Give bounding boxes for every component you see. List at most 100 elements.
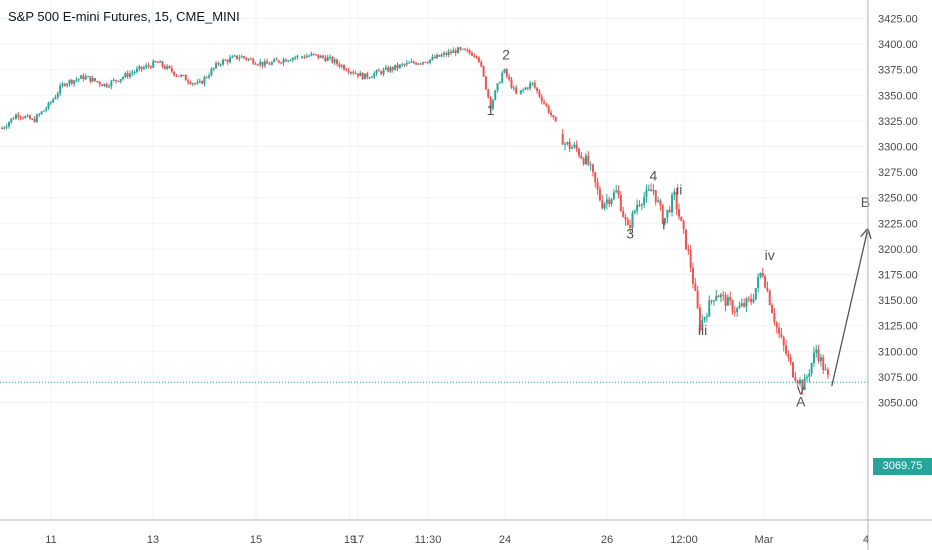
candle-body <box>736 308 739 313</box>
candle-body <box>33 118 36 122</box>
candle-body <box>240 56 243 58</box>
candle-body <box>252 58 255 64</box>
candle-body <box>45 108 48 111</box>
candle-body <box>189 82 192 84</box>
candle-body <box>447 51 450 55</box>
candle-body <box>277 60 280 63</box>
candle-body <box>503 69 506 73</box>
candle-body <box>429 59 432 63</box>
candle-body <box>124 73 127 78</box>
candle-body <box>56 93 59 98</box>
candle-body <box>524 87 527 90</box>
candle-body <box>396 64 399 69</box>
candle-body <box>145 65 148 68</box>
y-tick-label: 3325.00 <box>878 116 918 128</box>
y-tick-label: 3175.00 <box>878 270 918 282</box>
candle-body <box>645 189 648 198</box>
candle-body <box>545 103 548 107</box>
candle-body <box>154 61 157 63</box>
candle-body <box>84 76 87 80</box>
candle-body <box>249 58 252 60</box>
candle-body <box>624 216 627 220</box>
candle-body <box>212 67 215 70</box>
candle-body <box>159 61 162 63</box>
candle-body <box>303 56 306 58</box>
candle-body <box>194 83 197 85</box>
candle-body <box>347 70 350 73</box>
candle-body <box>222 59 225 65</box>
candle-body <box>317 54 320 58</box>
candle-body <box>445 53 448 55</box>
candle-body <box>792 362 795 377</box>
candle-body <box>38 114 41 116</box>
candle-body <box>75 79 78 81</box>
candle-body <box>596 182 599 190</box>
candle-body <box>391 67 394 70</box>
candle-body <box>822 357 825 371</box>
last-price-tag: 3069.75 <box>873 458 932 475</box>
candle-body <box>487 89 490 97</box>
candle-body <box>431 56 434 60</box>
wave-label: 3 <box>626 226 634 242</box>
x-tick-label: 11:30 <box>415 534 442 546</box>
candle-body <box>156 62 159 64</box>
candle-body <box>712 300 715 302</box>
candle-body <box>101 84 104 86</box>
candle-body <box>566 142 569 144</box>
candle-body <box>459 47 462 50</box>
candle-body <box>529 83 532 89</box>
candle-body <box>94 78 97 82</box>
candle-body <box>140 66 143 70</box>
x-tick-label: 15 <box>250 534 262 546</box>
candle-body <box>415 63 418 65</box>
candle-body <box>49 102 52 104</box>
candle-body <box>701 320 704 331</box>
candle-body <box>519 90 522 94</box>
candle-body <box>382 69 385 74</box>
candle-body <box>377 70 380 72</box>
candle-body <box>657 200 660 202</box>
candle-body <box>138 66 141 69</box>
candle-body <box>568 142 571 149</box>
candle-body <box>468 50 471 53</box>
candle-body <box>373 73 376 77</box>
candle-body <box>121 77 124 80</box>
candle-body <box>208 75 211 78</box>
candle-body <box>103 83 106 86</box>
candle-body <box>301 56 304 58</box>
candle-body <box>577 148 580 156</box>
candle-body <box>184 75 187 81</box>
candle-body <box>536 87 539 92</box>
candle-body <box>443 53 446 55</box>
candle-body <box>661 205 664 224</box>
y-tick-label: 3150.00 <box>878 295 918 307</box>
candle-body <box>375 70 378 74</box>
candle-body <box>671 194 674 213</box>
candle-body <box>687 249 690 251</box>
candle-body <box>773 313 776 323</box>
candle-body <box>501 72 504 83</box>
candle-body <box>147 65 150 67</box>
candle-body <box>238 57 241 59</box>
candle-body <box>703 317 706 321</box>
candle-body <box>757 276 760 289</box>
candle-body <box>631 212 634 229</box>
candle-body <box>173 71 176 76</box>
candle-body <box>310 53 313 56</box>
candle-body <box>543 101 546 104</box>
y-tick-label: 3350.00 <box>878 90 918 102</box>
candle-body <box>594 172 597 183</box>
candle-body <box>598 189 601 201</box>
candle-body <box>198 80 201 83</box>
candle-body <box>482 66 485 77</box>
candle-body <box>329 56 332 58</box>
candle-body <box>275 59 278 61</box>
candle-body <box>108 86 111 88</box>
candle-body <box>61 83 64 86</box>
wave-label: iii <box>698 322 707 338</box>
candle-body <box>466 49 469 51</box>
candle-body <box>771 304 774 314</box>
